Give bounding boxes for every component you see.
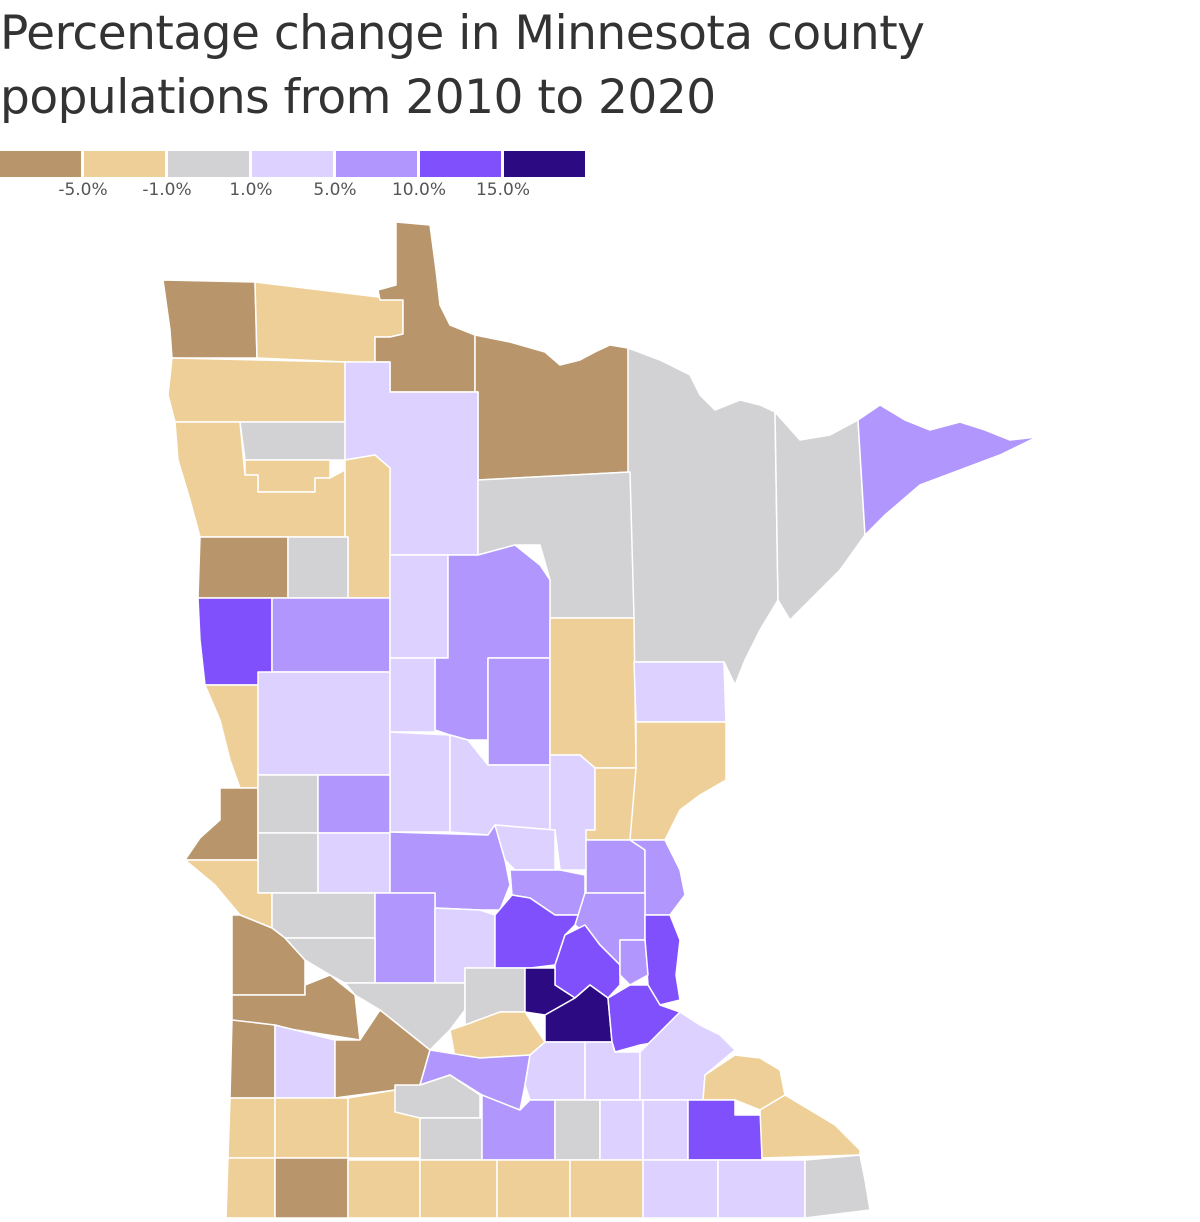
legend-tick-label: -5.0%	[58, 180, 108, 200]
county-pennington[interactable]: Pennington	[239, 421, 346, 461]
county-winona[interactable]: Winona	[759, 1094, 861, 1159]
county-kandiyohi[interactable]: Kandiyohi	[374, 892, 436, 984]
legend-swatch	[504, 151, 585, 177]
county-jackson[interactable]: Jackson	[347, 1159, 421, 1219]
county-hubbard[interactable]: Hubbard	[389, 554, 449, 659]
county-marshall[interactable]: Marshall	[167, 357, 346, 423]
county-aitkin[interactable]: Aitkin	[549, 617, 637, 769]
minnesota-county-map: Kittson Roseau Lake of the Woods Koochic…	[0, 215, 1200, 1222]
county-koochiching[interactable]: Koochiching	[474, 334, 631, 481]
county-douglas[interactable]: Douglas	[317, 774, 391, 834]
legend-tick-label: 5.0%	[313, 180, 357, 200]
county-traverse[interactable]: Traverse	[184, 787, 259, 861]
county-cook[interactable]: Cook	[857, 404, 1038, 536]
county-martin[interactable]: Martin	[419, 1159, 498, 1219]
legend: -5.0% -1.0% 1.0% 5.0% 10.0% 15.0%	[0, 151, 590, 211]
county-rock[interactable]: Rock	[225, 1157, 276, 1219]
legend-tick-label: 10.0%	[391, 180, 446, 200]
county-mahnomen[interactable]: Mahnomen	[287, 536, 349, 599]
county-rice[interactable]: Rice	[584, 1041, 641, 1101]
legend-swatch	[420, 151, 501, 177]
county-nobles[interactable]: Nobles	[274, 1157, 349, 1219]
county-watonwan[interactable]: Watonwan	[419, 1117, 483, 1161]
county-murray[interactable]: Murray	[274, 1097, 349, 1159]
county-lincoln[interactable]: Lincoln	[229, 1019, 276, 1099]
county-brown[interactable]: Brown	[394, 1074, 481, 1119]
legend-tick-label: 1.0%	[229, 180, 273, 200]
legend-swatch	[0, 151, 81, 177]
legend-tick-label: 15.0%	[475, 180, 530, 200]
county-isanti[interactable]: Isanti	[585, 839, 646, 894]
county-pine[interactable]: Pine	[629, 721, 727, 841]
legend-swatch	[168, 151, 249, 177]
county-le-sueur[interactable]: Le Sueur	[524, 1041, 586, 1101]
county-norman[interactable]: Norman	[197, 536, 289, 599]
legend-tick-label: -1.0%	[142, 180, 192, 200]
chart-title: Percentage change in Minnesota county po…	[0, 6, 925, 125]
county-freeborn[interactable]: Freeborn	[569, 1159, 644, 1219]
legend-swatch	[84, 151, 165, 177]
county-carlton[interactable]: Carlton	[633, 661, 727, 723]
county-ramsey[interactable]: Ramsey	[619, 939, 649, 986]
county-lyon[interactable]: Lyon	[274, 1024, 336, 1099]
county-fillmore[interactable]: Fillmore	[717, 1159, 806, 1219]
county-olmsted[interactable]: Olmsted	[687, 1099, 763, 1161]
county-faribault[interactable]: Faribault	[496, 1159, 571, 1219]
county-swift[interactable]: Swift	[271, 892, 376, 939]
county-dodge[interactable]: Dodge	[642, 1099, 689, 1161]
county-pope[interactable]: Pope	[317, 832, 391, 894]
county-kittson[interactable]: Kittson	[162, 279, 258, 359]
legend-swatch	[252, 151, 333, 177]
legend-swatch	[336, 151, 417, 177]
county-mower[interactable]: Mower	[642, 1159, 719, 1219]
county-chisago[interactable]: Chisago	[629, 839, 686, 916]
county-clearwater[interactable]: Clearwater	[344, 454, 391, 599]
county-pipestone[interactable]: Pipestone	[227, 1097, 276, 1159]
county-lake[interactable]: Lake	[774, 411, 866, 621]
county-todd[interactable]: Todd	[389, 731, 451, 833]
county-wadena[interactable]: Wadena	[389, 657, 436, 733]
county-st-louis[interactable]: St. Louis	[627, 347, 779, 686]
county-houston[interactable]: Houston	[804, 1154, 871, 1219]
county-becker[interactable]: Becker	[271, 597, 391, 673]
county-wilkin[interactable]: Wilkin	[204, 684, 259, 789]
county-stevens[interactable]: Stevens	[257, 832, 319, 894]
county-polk[interactable]: Polk	[174, 421, 346, 538]
county-waseca[interactable]: Waseca	[554, 1099, 601, 1161]
county-otter-tail[interactable]: Otter Tail	[257, 671, 391, 776]
county-steele[interactable]: Steele	[599, 1099, 644, 1161]
map-svg: Kittson Roseau Lake of the Woods Koochic…	[162, 221, 1038, 1219]
county-grant[interactable]: Grant	[257, 774, 319, 834]
county-crow-wing[interactable]: Crow Wing	[487, 657, 551, 766]
